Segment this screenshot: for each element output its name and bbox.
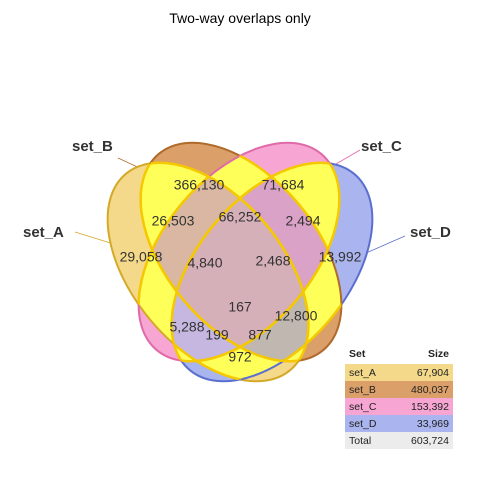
legend-set-size: 153,392 [411,400,449,413]
region-count-cd: 2,494 [285,213,320,229]
legend-row-total: Total 603,724 [345,432,453,449]
region-count-ab: 26,503 [152,213,195,229]
legend-set-name: set_D [349,417,377,430]
legend-row-set-a: set_A 67,904 [345,364,453,381]
legend-row-set-b: set_B 480,037 [345,381,453,398]
diagram-title: Two-way overlaps only [169,10,311,26]
legend-set-size: 33,969 [416,417,449,430]
set-a-label: set_A [23,224,64,241]
legend-header-set: Set [349,348,366,360]
legend-header-row: Set Size [345,344,453,364]
set-d-label: set_D [410,224,451,241]
size-legend-table: Set Size set_A 67,904 set_B 480,037 set_… [345,344,453,449]
region-count-c-only: 71,684 [262,177,305,193]
region-count-b-only: 366,130 [174,177,225,193]
legend-set-size: 480,037 [411,383,449,396]
region-count-abcd: 167 [228,299,252,315]
region-count-a-only: 29,058 [120,249,163,265]
legend-total-value: 603,724 [411,434,449,447]
region-count-bd: 12,800 [275,308,318,324]
region-count-ac: 5,288 [169,319,204,335]
legend-set-name: set_A [349,366,376,379]
region-count-acd: 199 [205,327,229,343]
set-b-label: set_B [72,138,113,155]
legend-set-name: set_B [349,383,376,396]
legend-set-size: 67,904 [416,366,449,379]
region-count-bcd: 2,468 [255,253,290,269]
legend-row-set-d: set_D 33,969 [345,415,453,432]
region-count-d-only: 13,992 [319,249,362,265]
legend-set-name: set_C [349,400,377,413]
legend-row-set-c: set_C 153,392 [345,398,453,415]
region-count-abd: 877 [248,327,272,343]
set-c-label: set_C [361,138,402,155]
legend-total-label: Total [349,434,372,447]
region-count-ad: 972 [228,349,252,365]
legend-header-size: Size [427,348,449,360]
region-count-abc: 4,840 [187,255,222,271]
region-count-bc: 66,252 [219,209,262,225]
